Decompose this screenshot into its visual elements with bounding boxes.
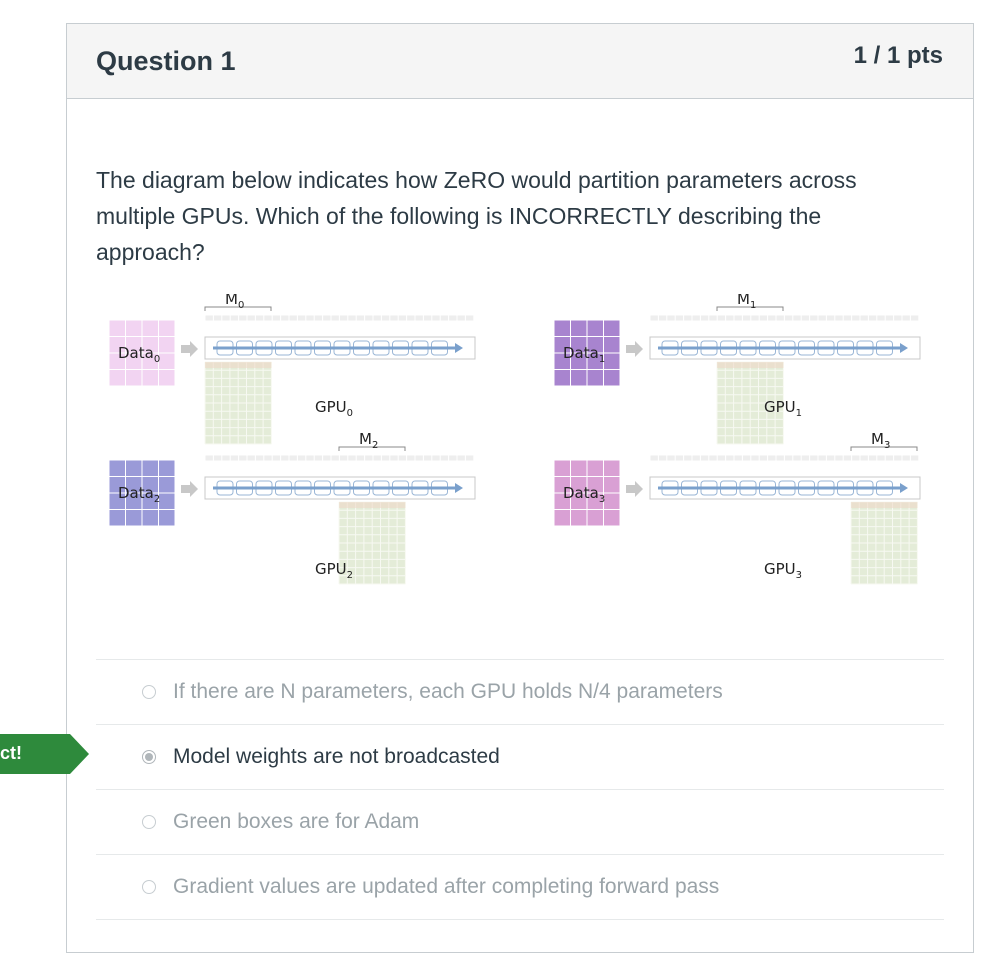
arrow-icon xyxy=(181,481,198,497)
correct-badge-shape xyxy=(0,734,89,774)
answer-list: If there are N parameters, each GPU hold… xyxy=(96,659,944,920)
gpu-panel-2: Data2 M2 GPU2 xyxy=(108,430,476,585)
model-label-3: M3 xyxy=(871,430,890,451)
model-label-0: M0 xyxy=(225,294,244,311)
answer-option-2[interactable]: Model weights are not broadcasted xyxy=(96,725,944,790)
question-points: 1 / 1 pts xyxy=(853,42,943,69)
gpu-label-0: GPU0 xyxy=(315,398,353,419)
zero-partition-diagram: Data0 M0 GPU0 Data1 M1 GPU1 Data2 M2 GPU2 Data3 M3… xyxy=(108,294,921,585)
data-label-1: Data1 xyxy=(563,344,605,365)
answer-option-4[interactable]: Gradient values are updated after comple… xyxy=(96,855,944,920)
question-text: The diagram below indicates how ZeRO wou… xyxy=(96,167,857,265)
answer-label: Gradient values are updated after comple… xyxy=(173,875,720,898)
arrow-icon xyxy=(181,341,198,357)
question-header: Question 1 1 / 1 pts xyxy=(67,24,973,99)
radio-button[interactable] xyxy=(142,880,156,894)
data-label-2: Data2 xyxy=(118,484,160,505)
arrow-icon xyxy=(626,341,643,357)
question-title: Question 1 xyxy=(96,46,236,76)
gpu-label-2: GPU2 xyxy=(315,560,353,581)
question-card: Question 1 1 / 1 pts The diagram below i… xyxy=(66,23,974,953)
gpu-label-1: GPU1 xyxy=(764,398,802,419)
data-label-0: Data0 xyxy=(118,344,160,365)
data-label-3: Data3 xyxy=(563,484,605,505)
radio-button[interactable] xyxy=(142,815,156,829)
correct-badge: ct! xyxy=(0,734,89,774)
answer-label: Model weights are not broadcasted xyxy=(173,745,500,768)
gpu-panel-1: Data1 M1 GPU1 xyxy=(553,294,921,445)
gpu-panel-0: Data0 M0 GPU0 xyxy=(108,294,476,445)
answer-option-3[interactable]: Green boxes are for Adam xyxy=(96,790,944,855)
arrow-icon xyxy=(626,481,643,497)
radio-button[interactable] xyxy=(142,750,156,764)
gpu-panel-3: Data3 M3 GPU3 xyxy=(553,430,921,585)
answer-label: Green boxes are for Adam xyxy=(173,810,420,833)
correct-badge-text: ct! xyxy=(0,743,22,763)
radio-button[interactable] xyxy=(142,685,156,699)
answer-option-1[interactable]: If there are N parameters, each GPU hold… xyxy=(96,660,944,725)
gpu-label-3: GPU3 xyxy=(764,560,802,581)
answer-label: If there are N parameters, each GPU hold… xyxy=(173,680,723,703)
model-label-1: M1 xyxy=(737,294,756,311)
model-label-2: M2 xyxy=(359,430,378,451)
